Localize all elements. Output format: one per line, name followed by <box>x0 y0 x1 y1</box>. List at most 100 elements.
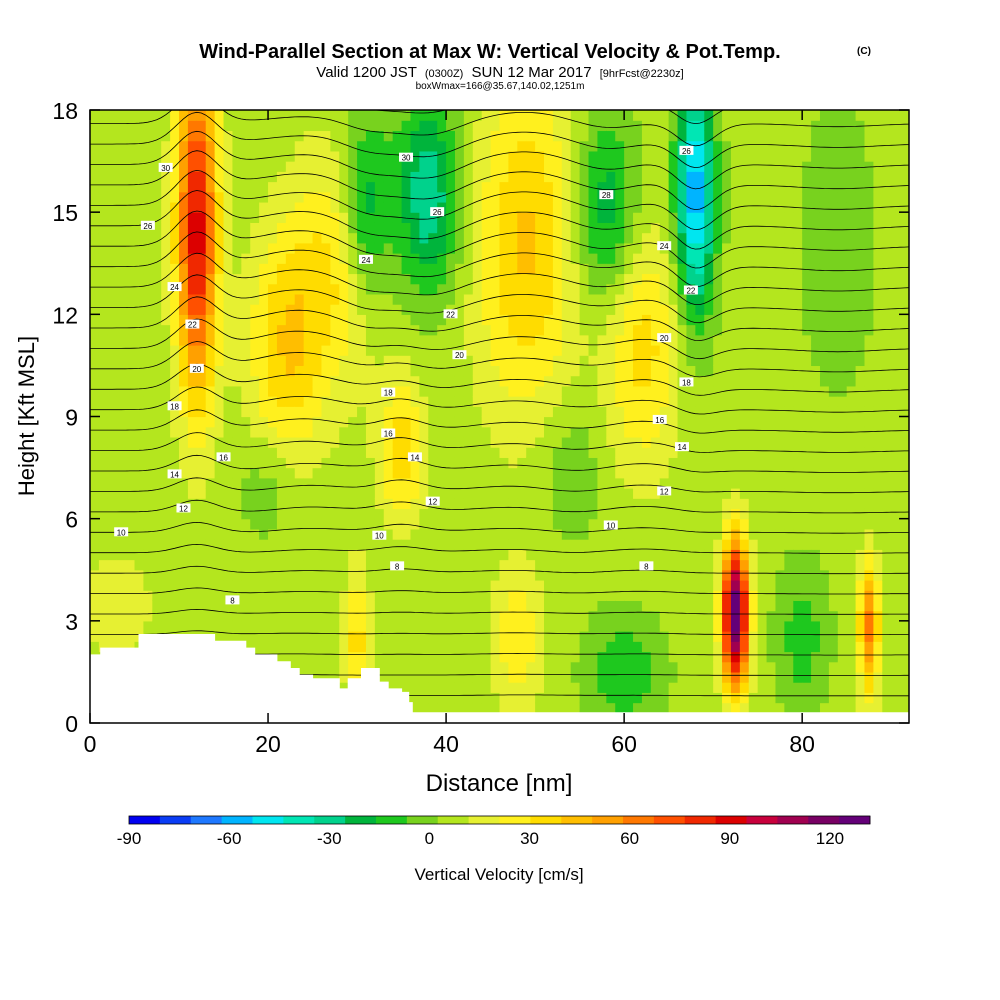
velocity-cell <box>633 579 643 591</box>
velocity-cell <box>463 242 474 254</box>
velocity-cell <box>187 293 198 305</box>
velocity-cell <box>357 641 367 653</box>
velocity-cell <box>374 334 385 346</box>
velocity-cell <box>312 416 323 428</box>
velocity-cell <box>757 579 768 591</box>
velocity-cell <box>793 600 803 612</box>
velocity-cell <box>365 661 376 673</box>
velocity-cell <box>597 539 607 550</box>
velocity-cell <box>802 610 812 622</box>
velocity-cell <box>187 181 198 193</box>
velocity-cell <box>561 130 572 142</box>
velocity-cell <box>526 304 536 315</box>
velocity-cell <box>107 334 118 346</box>
velocity-cell <box>695 671 705 683</box>
velocity-cell <box>713 283 723 295</box>
velocity-cell <box>410 631 420 642</box>
velocity-cell <box>481 590 492 602</box>
velocity-cell <box>766 661 777 673</box>
velocity-cell <box>294 549 305 561</box>
velocity-cell <box>143 539 153 550</box>
velocity-cell <box>268 539 278 550</box>
velocity-cell <box>454 651 465 663</box>
velocity-cell <box>232 406 242 418</box>
velocity-cell <box>365 641 376 653</box>
velocity-cell <box>428 631 438 642</box>
velocity-cell <box>241 610 251 622</box>
velocity-cell <box>446 324 456 336</box>
velocity-cell <box>259 641 269 653</box>
velocity-cell <box>187 528 198 540</box>
velocity-cell <box>179 426 189 438</box>
velocity-cell <box>739 661 750 673</box>
velocity-cell <box>303 365 314 377</box>
velocity-cell <box>526 539 536 550</box>
velocity-cell <box>686 682 696 693</box>
velocity-cell <box>463 488 474 499</box>
velocity-cell <box>686 590 696 602</box>
velocity-cell <box>677 477 688 489</box>
velocity-cell <box>259 324 269 336</box>
velocity-cell <box>383 355 394 367</box>
velocity-cell <box>793 447 803 458</box>
velocity-cell <box>223 273 234 285</box>
valid-zulu: (0300Z) <box>425 68 464 80</box>
velocity-cell <box>383 508 394 520</box>
velocity-cell <box>357 528 367 540</box>
velocity-cell <box>383 293 394 305</box>
velocity-cell <box>365 488 376 499</box>
velocity-cell <box>588 539 599 550</box>
velocity-cell <box>668 263 679 275</box>
velocity-cell <box>321 508 331 520</box>
velocity-cell <box>321 600 331 612</box>
velocity-cell <box>517 426 527 438</box>
velocity-cell <box>811 120 821 132</box>
velocity-cell <box>90 641 100 653</box>
velocity-cell <box>223 201 234 213</box>
velocity-cell <box>615 253 625 264</box>
velocity-cell <box>161 385 171 397</box>
velocity-cell <box>730 426 741 438</box>
velocity-cell <box>223 620 234 632</box>
velocity-cell <box>544 283 554 295</box>
velocity-cell <box>383 610 394 622</box>
velocity-cell <box>624 150 634 162</box>
velocity-cell <box>704 549 714 561</box>
velocity-cell <box>517 365 527 377</box>
velocity-cell <box>561 253 572 264</box>
velocity-cell <box>268 191 278 203</box>
velocity-cell <box>437 457 447 469</box>
velocity-cell <box>695 651 705 663</box>
velocity-cell <box>223 467 234 479</box>
velocity-cell <box>321 314 331 326</box>
velocity-cell <box>659 498 670 510</box>
velocity-cell <box>339 508 349 520</box>
velocity-cell <box>143 385 153 397</box>
velocity-cell <box>606 120 616 132</box>
velocity-cell <box>285 253 296 264</box>
velocity-cell <box>187 324 198 336</box>
velocity-cell <box>437 242 447 254</box>
velocity-cell <box>446 641 456 653</box>
velocity-cell <box>775 436 785 448</box>
velocity-cell <box>357 396 367 407</box>
velocity-cell <box>321 406 331 418</box>
velocity-cell <box>196 253 207 264</box>
velocity-cell <box>250 181 260 193</box>
velocity-cell <box>339 253 349 264</box>
velocity-cell <box>819 579 830 591</box>
velocity-cell <box>321 488 331 499</box>
velocity-cell <box>410 130 420 142</box>
velocity-cell <box>766 426 777 438</box>
velocity-cell <box>597 293 607 305</box>
velocity-cell <box>134 365 145 377</box>
velocity-cell <box>775 293 785 305</box>
velocity-cell <box>686 671 696 683</box>
velocity-cell <box>107 641 118 653</box>
velocity-cell <box>125 620 136 632</box>
velocity-cell <box>383 416 394 428</box>
velocity-cell <box>303 631 314 642</box>
velocity-cell <box>285 528 296 540</box>
velocity-cell <box>766 375 777 387</box>
velocity-cell <box>472 631 483 642</box>
